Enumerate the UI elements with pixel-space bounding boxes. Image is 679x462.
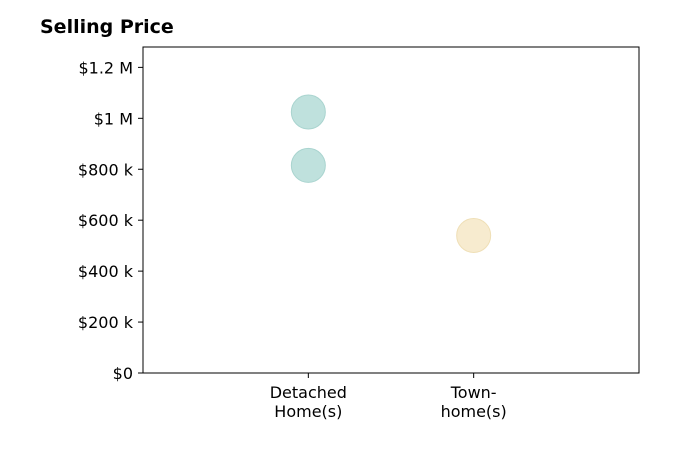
- y-axis: $0 $200 k $400 k $600 k $800 k $1 M $1.2 M: [78, 58, 143, 383]
- plot-area-frame: [142, 46, 640, 374]
- x-tick-label-line1: Detached: [270, 383, 347, 402]
- x-tick-label-line2: Home(s): [274, 402, 342, 421]
- y-tick-label: $200 k: [78, 313, 134, 332]
- data-point: [456, 217, 492, 253]
- y-tick-label: $400 k: [78, 262, 134, 281]
- data-point: [290, 94, 326, 130]
- x-tick-label-line2: home(s): [441, 402, 507, 421]
- y-tick-label: $600 k: [78, 211, 134, 230]
- data-points: [290, 94, 492, 253]
- data-point: [290, 147, 326, 183]
- x-tick-label-line1: Town-: [450, 383, 497, 402]
- y-tick-label: $800 k: [78, 160, 134, 179]
- y-tick-label: $1 M: [94, 109, 133, 128]
- y-tick-label: $0: [113, 364, 133, 383]
- y-tick-label: $1.2 M: [78, 58, 133, 77]
- chart-title: Selling Price: [40, 16, 174, 38]
